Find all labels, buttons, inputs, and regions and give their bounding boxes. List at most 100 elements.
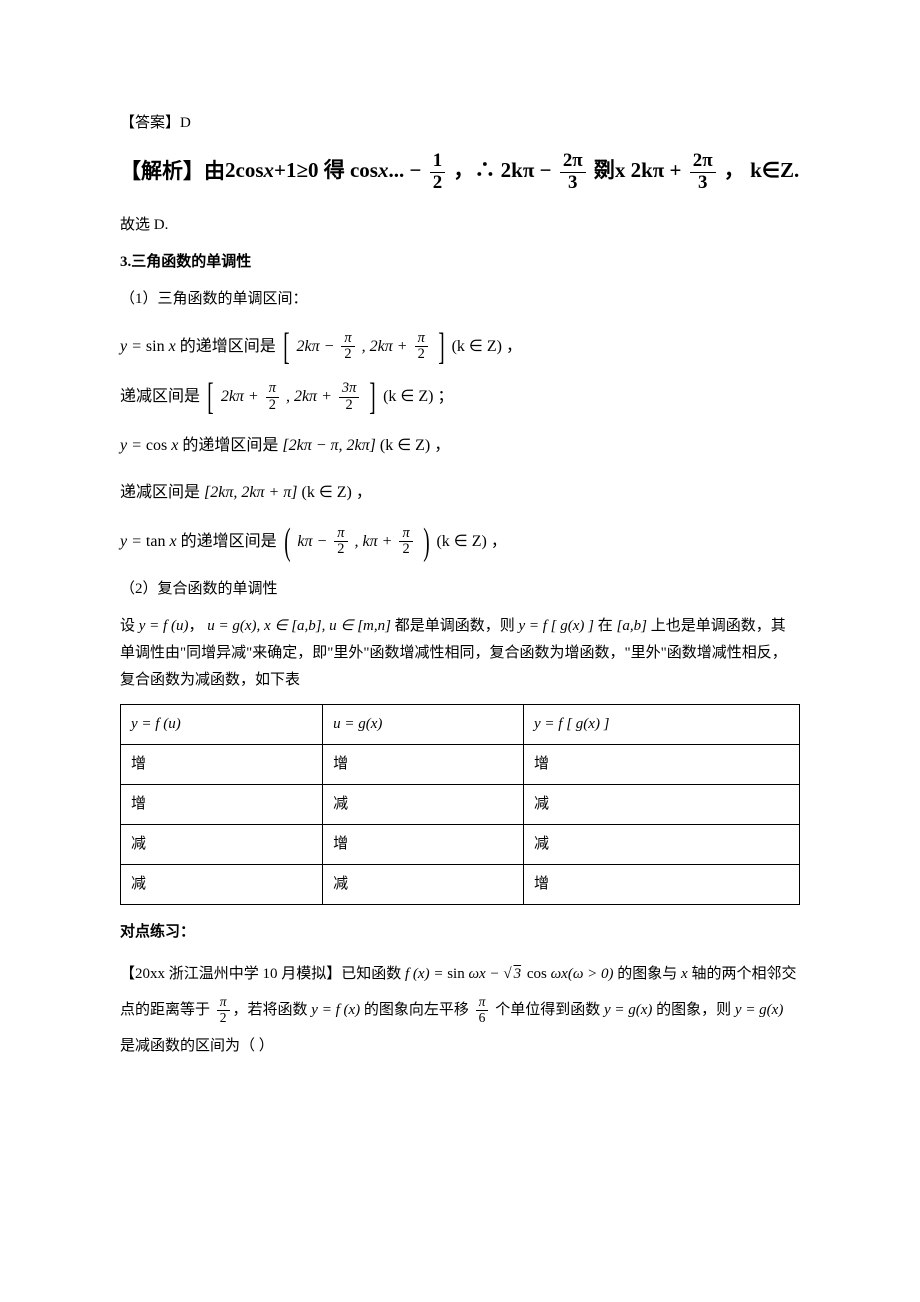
p-pi6n: π xyxy=(476,995,489,1011)
practice-body: 【20xx 浙江温州中学 10 月模拟】已知函数 f (x) = sin ωx … xyxy=(120,956,800,1064)
sd-f1: π2 xyxy=(266,381,279,414)
lbracket-icon: [ xyxy=(207,382,213,413)
cos-inc: y = cos x 的递增区间是 [2kπ − π, 2kπ] (k ∈ Z) … xyxy=(120,432,800,461)
ti-txt: 的递增区间是 xyxy=(177,533,277,550)
frac-2pi3-b: 2π3 xyxy=(690,151,716,194)
cp-f4: [a,b] xyxy=(617,618,647,634)
t1d: 3 xyxy=(565,173,580,194)
lbracket-icon: [ xyxy=(283,332,289,363)
sin-inc: y = sin x 的递增区间是 [ 2kπ − π2 , 2kπ + π2 ]… xyxy=(120,331,800,364)
si-tail: (k ∈ Z) ， xyxy=(452,338,522,355)
p-pi2: π2 xyxy=(217,995,230,1026)
sd-f2: 3π2 xyxy=(339,381,359,414)
answer-line: 【答案】D xyxy=(120,110,800,137)
a-x2: x xyxy=(378,158,389,182)
th-1: u = g(x) xyxy=(323,705,524,745)
monotonicity-table: y = f (u) u = g(x) y = f [ g(x) ] 增增增 增减… xyxy=(120,704,800,905)
cd-tail: (k ∈ Z) ， xyxy=(302,484,372,501)
a-x1: x xyxy=(264,158,275,182)
table-row: 增减减 xyxy=(121,785,800,825)
sin-dec: 递减区间是 [ 2kπ + π2 , 2kπ + 3π2 ] (k ∈ Z) ； xyxy=(120,381,800,414)
compound-desc: 设 y = f (u)， u = g(x), x ∈ [a,b], u ∈ [m… xyxy=(120,613,800,694)
cos-dec: 递减区间是 [2kπ, 2kπ + π] (k ∈ Z) ， xyxy=(120,479,800,508)
half-den: 2 xyxy=(430,173,445,194)
p-pi6d: 6 xyxy=(476,1011,489,1026)
ci-tail: (k ∈ Z) ， xyxy=(380,437,450,454)
rparen-icon: ) xyxy=(423,527,429,558)
analysis-prefix: 【解析】由 xyxy=(120,153,225,191)
si-f1: π2 xyxy=(341,331,354,364)
cell: 增 xyxy=(323,825,524,865)
a-s2: +1≥0 得 cos xyxy=(274,158,378,182)
sub1: （1）三角函数的单调区间： xyxy=(120,286,800,313)
a-s1: 2cos xyxy=(225,158,264,182)
cp-f2: u = g(x), x ∈ [a,b], u ∈ [m,n] xyxy=(207,618,391,634)
analysis-line: 【解析】由 2cosx+1≥0 得 cosx... − 12 ，∴ 2kπ − … xyxy=(120,151,800,194)
p-yfx: y = f (x) xyxy=(311,1002,360,1018)
p-f1b: sin xyxy=(447,966,468,982)
p-sqrt3: 3 xyxy=(512,966,524,982)
frac-half: 12 xyxy=(430,151,445,194)
ti-c: , kπ + xyxy=(355,533,393,550)
cp-s1: 设 xyxy=(120,618,139,634)
cell: 减 xyxy=(121,865,323,905)
th-2: y = f [ g(x) ] xyxy=(524,705,800,745)
cell: 减 xyxy=(323,785,524,825)
si-a: 2kπ − xyxy=(297,338,335,355)
p-s4: ，若将函数 xyxy=(233,1002,312,1018)
p-f1d: cos xyxy=(523,966,551,982)
lparen-icon: ( xyxy=(284,527,290,558)
cell: 增 xyxy=(524,745,800,785)
t2d: 3 xyxy=(695,173,710,194)
p-pi2d: 2 xyxy=(217,1011,230,1026)
cell: 减 xyxy=(524,785,800,825)
sd-a: 2kπ + xyxy=(221,388,259,405)
si-x: x xyxy=(169,338,176,355)
rbracket-icon: ] xyxy=(438,332,444,363)
ti-f2: π2 xyxy=(399,526,412,559)
cell: 增 xyxy=(524,865,800,905)
si-txt: 的递增区间是 xyxy=(176,338,276,355)
p-x: x xyxy=(681,966,688,982)
table-row: 减增减 xyxy=(121,825,800,865)
half-num: 1 xyxy=(430,151,445,173)
si-f2d: 2 xyxy=(415,347,428,363)
cp-s2: ， xyxy=(188,618,207,634)
p-ygx: y = g(x) xyxy=(604,1002,652,1018)
ti-f2d: 2 xyxy=(399,542,412,558)
cp-s3: 都是单调函数，则 xyxy=(391,618,519,634)
ti-fn: tan xyxy=(146,533,170,550)
p-f1e: ωx(ω > 0) xyxy=(551,966,614,982)
cell: 增 xyxy=(121,745,323,785)
p-s1: 【20xx 浙江温州中学 10 月模拟】已知函数 xyxy=(120,966,405,982)
sd-f1n: π xyxy=(266,381,279,398)
ti-f1n: π xyxy=(334,526,347,543)
a-mid: 剟x 2kπ + xyxy=(594,158,682,182)
si-f1d: 2 xyxy=(341,347,354,363)
practice-title: 对点练习： xyxy=(120,919,800,946)
sd-f2d: 2 xyxy=(342,398,355,414)
sd-f2n: 3π xyxy=(339,381,359,398)
cell: 增 xyxy=(121,785,323,825)
sd-pre: 递减区间是 xyxy=(120,388,200,405)
p-pi6: π6 xyxy=(476,995,489,1026)
a-s3: ... − xyxy=(389,158,422,182)
si-pre: y = xyxy=(120,338,146,355)
p-ygx2: y = g(x) xyxy=(735,1002,783,1018)
cell: 减 xyxy=(323,865,524,905)
table-header-row: y = f (u) u = g(x) y = f [ g(x) ] xyxy=(121,705,800,745)
cd-pre: 递减区间是 xyxy=(120,484,200,501)
sd-tail: (k ∈ Z) ； xyxy=(383,388,453,405)
si-fn: sin xyxy=(146,338,169,355)
si-f2n: π xyxy=(415,331,428,348)
ti-pre: y = xyxy=(120,533,146,550)
t2n: 2π xyxy=(690,151,716,173)
ti-tail: (k ∈ Z) ， xyxy=(436,533,506,550)
p-pi2n: π xyxy=(217,995,230,1011)
a-tail: ， k∈Z. xyxy=(724,158,799,182)
cell: 减 xyxy=(524,825,800,865)
p-f1c: ωx − xyxy=(468,966,503,982)
p-s2: 的图象与 xyxy=(614,966,682,982)
rbracket-icon: ] xyxy=(369,382,375,413)
sd-c: , 2kπ + xyxy=(286,388,332,405)
